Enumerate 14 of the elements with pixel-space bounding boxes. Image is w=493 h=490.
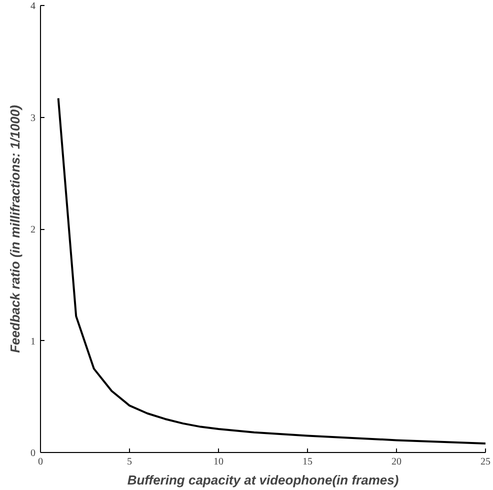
y-tick-label: 1 [30,336,36,348]
y-axis-title: Feedback ratio (in millifractions: 1/1000) [8,105,22,353]
x-axis-title: Buffering capacity at videophone(in frames) [127,472,399,488]
x-tick-label: 10 [214,456,224,468]
x-tick-label: 25 [480,456,490,468]
x-tick-label: 0 [38,456,43,468]
x-tick-label: 5 [127,456,132,468]
y-tick-label: 3 [30,112,36,124]
x-tick-label: 20 [392,456,402,468]
y-tick-label: 0 [30,448,36,459]
y-tick-label: 4 [30,1,36,12]
y-tick-label: 2 [30,224,36,236]
line-series [57,97,486,445]
x-tick-label: 15 [302,456,312,468]
